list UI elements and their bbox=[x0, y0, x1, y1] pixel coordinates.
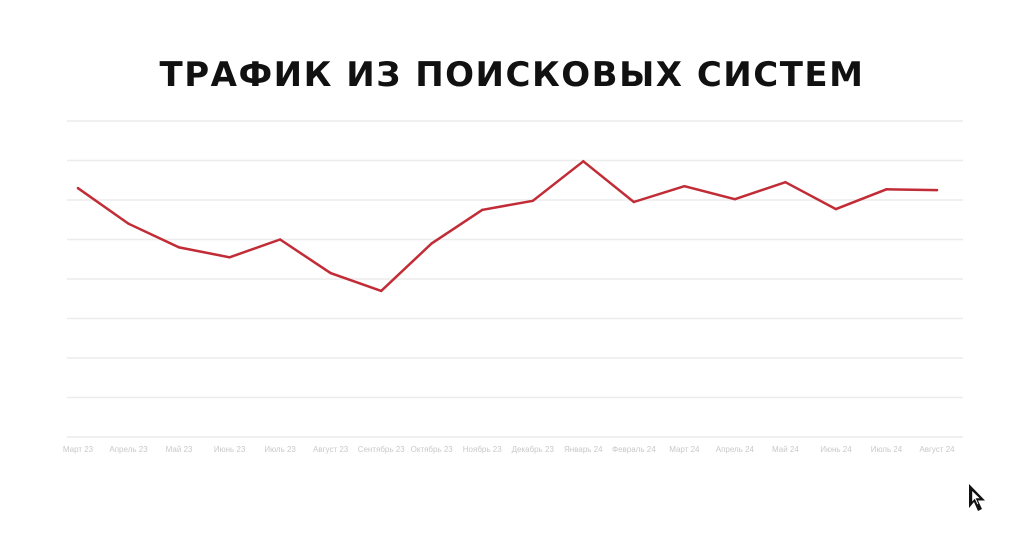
x-tick-label: Январь 24 bbox=[564, 445, 603, 454]
data-point bbox=[632, 200, 636, 204]
x-tick-label: Март 24 bbox=[669, 445, 700, 454]
x-tick-label: Май 23 bbox=[166, 445, 193, 454]
data-point bbox=[834, 207, 838, 211]
data-point bbox=[278, 238, 282, 241]
x-tick-label: Июнь 23 bbox=[214, 445, 246, 454]
chart-gridlines bbox=[67, 120, 963, 438]
data-point bbox=[127, 222, 130, 225]
data-point bbox=[329, 271, 332, 275]
page-title: ТРАФИК ИЗ ПОИСКОВЫХ СИСТЕМ bbox=[159, 55, 865, 95]
data-point bbox=[379, 289, 383, 293]
data-point bbox=[177, 246, 181, 249]
x-tick-label: Май 24 bbox=[772, 445, 799, 454]
data-point bbox=[481, 208, 484, 212]
data-point bbox=[935, 188, 939, 192]
data-point bbox=[784, 181, 787, 184]
x-tick-label: Апрель 23 bbox=[109, 445, 148, 454]
x-tick-label: Март 23 bbox=[63, 445, 94, 454]
x-tick-label: Февраль 24 bbox=[612, 445, 656, 454]
x-tick-label: Август 24 bbox=[919, 445, 955, 454]
x-tick-label: Октябрь 23 bbox=[411, 445, 454, 454]
data-point bbox=[885, 188, 888, 191]
data-point bbox=[430, 242, 433, 245]
series-line bbox=[76, 159, 939, 293]
x-tick-label: Август 23 bbox=[313, 445, 349, 454]
x-tick-label: Декабрь 23 bbox=[512, 445, 555, 454]
data-point bbox=[582, 160, 585, 163]
x-tick-label: Июнь 24 bbox=[820, 445, 852, 454]
chart-series bbox=[76, 159, 939, 293]
cursor-logo-icon bbox=[969, 484, 985, 511]
data-point bbox=[76, 186, 80, 190]
data-point bbox=[228, 256, 231, 259]
data-point bbox=[531, 199, 534, 202]
x-tick-label: Апрель 24 bbox=[716, 445, 755, 454]
x-tick-label: Сентябрь 23 bbox=[358, 445, 406, 454]
x-tick-label: Ноябрь 23 bbox=[463, 445, 502, 454]
x-axis-tick-labels: Март 23 Апрель 23 Май 23 Июнь 23 Июль 23 Авгу… bbox=[63, 445, 955, 454]
data-point bbox=[683, 184, 686, 188]
x-tick-label: Июль 24 bbox=[871, 445, 903, 454]
x-tick-label: Июль 23 bbox=[264, 445, 296, 454]
data-point bbox=[733, 198, 737, 201]
